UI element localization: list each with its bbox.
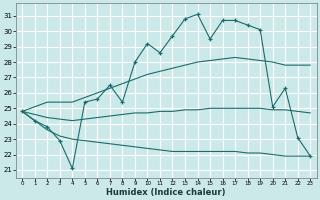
X-axis label: Humidex (Indice chaleur): Humidex (Indice chaleur) [107, 188, 226, 197]
